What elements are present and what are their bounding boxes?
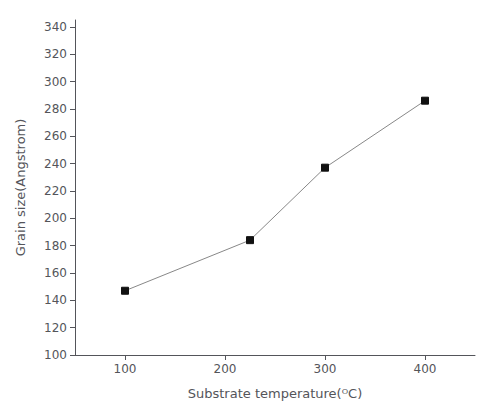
svg-text:320: 320 [44, 47, 67, 61]
svg-text:160: 160 [44, 266, 67, 280]
svg-text:260: 260 [44, 129, 67, 143]
svg-text:200: 200 [214, 362, 237, 376]
svg-text:Substrate temperature(ᴼC): Substrate temperature(ᴼC) [188, 386, 363, 401]
svg-text:300: 300 [44, 75, 67, 89]
svg-text:220: 220 [44, 184, 67, 198]
svg-text:180: 180 [44, 239, 67, 253]
svg-text:400: 400 [414, 362, 437, 376]
svg-text:200: 200 [44, 211, 67, 225]
svg-text:340: 340 [44, 20, 67, 34]
svg-text:120: 120 [44, 321, 67, 335]
svg-text:300: 300 [314, 362, 337, 376]
svg-text:100: 100 [44, 348, 67, 362]
svg-text:240: 240 [44, 157, 67, 171]
svg-text:140: 140 [44, 293, 67, 307]
svg-text:100: 100 [114, 362, 137, 376]
svg-text:Grain size(Angstrom): Grain size(Angstrom) [13, 119, 28, 257]
svg-text:280: 280 [44, 102, 67, 116]
